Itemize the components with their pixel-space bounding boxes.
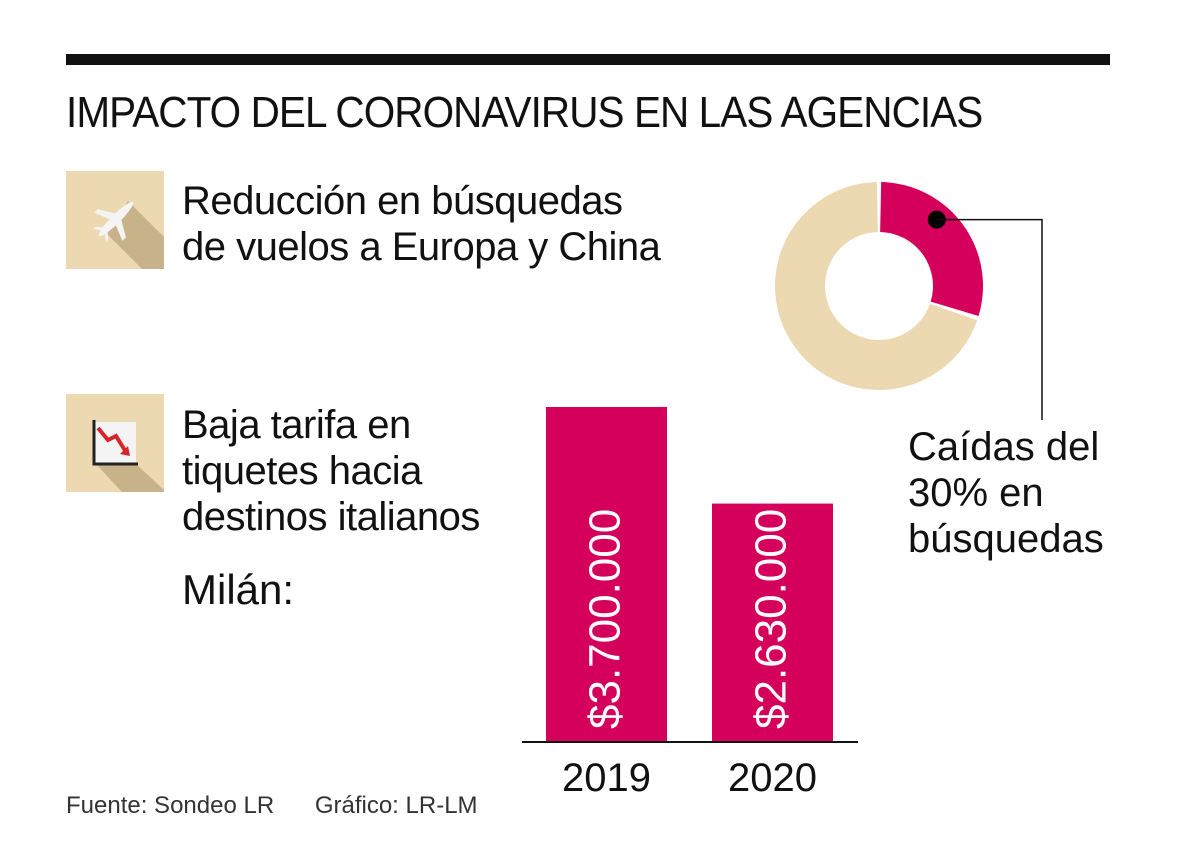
airplane-icon-box bbox=[66, 171, 164, 269]
page-title: IMPACTO DEL CORONAVIRUS EN LAS AGENCIAS bbox=[66, 88, 983, 137]
section1-text: Reducción en búsquedas de vuelos a Europ… bbox=[182, 178, 661, 270]
icon-shadow bbox=[96, 464, 164, 492]
source-fuente: Fuente: Sondeo LR bbox=[66, 792, 275, 819]
section2-text: Baja tarifa en tiquetes hacia destinos i… bbox=[182, 402, 480, 540]
city-label: Milán: bbox=[182, 566, 295, 613]
source-line: Fuente: Sondeo LR Gráfico: LR-LM bbox=[66, 792, 512, 820]
bar-2019 bbox=[546, 407, 667, 741]
x-tick-label-2020: 2020 bbox=[728, 756, 817, 800]
section1-line2: de vuelos a Europa y China bbox=[182, 225, 661, 269]
bar-svg: $3.700.000 2019 $2.630.000 2020 bbox=[522, 407, 858, 800]
callout-leader-line bbox=[936, 218, 1043, 420]
donut-slice-caídas bbox=[880, 182, 983, 317]
airplane-icon bbox=[93, 201, 164, 269]
section1-line1: Reducción en búsquedas bbox=[182, 179, 623, 223]
bar-2020 bbox=[712, 503, 833, 741]
donut-chart bbox=[760, 170, 1100, 435]
callout-line2: 30% en bbox=[908, 471, 1044, 515]
bar-value-label-2019: $3.700.000 bbox=[581, 509, 630, 729]
bar-value-label-2020: $2.630.000 bbox=[747, 509, 796, 729]
section2-line3: destinos italianos bbox=[182, 495, 480, 539]
section2-line1: Baja tarifa en bbox=[182, 403, 411, 447]
x-tick-label-2019: 2019 bbox=[562, 756, 651, 800]
source-grafico: Gráfico: LR-LM bbox=[314, 792, 478, 819]
bar-chart: $3.700.000 2019 $2.630.000 2020 bbox=[500, 390, 880, 805]
callout-line3: búsquedas bbox=[908, 517, 1104, 561]
donut-slice-resto bbox=[775, 182, 978, 390]
callout-text: Caídas del 30% en búsquedas bbox=[908, 424, 1104, 562]
declining-chart-icon-box bbox=[66, 394, 164, 492]
section2-line2: tiquetes hacia bbox=[182, 449, 422, 493]
declining-chart-icon bbox=[92, 420, 164, 492]
icon-shadow bbox=[106, 201, 164, 269]
top-rule bbox=[66, 54, 1110, 65]
callout-line1: Caídas del bbox=[908, 425, 1100, 469]
donut-svg bbox=[775, 182, 1043, 420]
